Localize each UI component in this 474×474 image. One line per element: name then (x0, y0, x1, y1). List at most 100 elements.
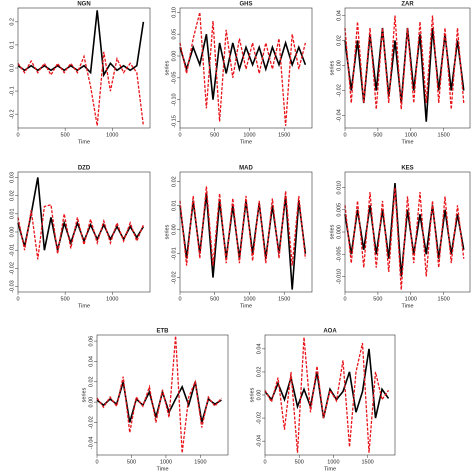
x-axis-label: Time (240, 139, 252, 145)
y-tick-label: 0.02 (336, 35, 342, 46)
y-tick-label: 0.01 (171, 200, 177, 211)
y-tick-label: 0.010 (336, 181, 342, 195)
y-tick-label: -0.02 (171, 271, 177, 284)
y-axis-label: series (329, 224, 335, 239)
y-tick-label: 0.10 (171, 7, 177, 18)
x-tick-label: 0 (178, 132, 181, 138)
plot-frame (17, 171, 151, 293)
y-tick-label: 0.04 (88, 356, 94, 367)
y-tick-label: -0.04 (88, 437, 94, 450)
panel: ETB 0 500 1000 1500 -0.04 -0.02 0.00 0.02 0.04 0.0… (81, 329, 229, 472)
panel: AOA 0 500 1000 1500 -0.04 -0.02 0.00 0.02 0.04 Tim… (249, 329, 396, 472)
x-tick-label: 1500 (362, 459, 374, 465)
y-tick-label: -0.10 (171, 93, 177, 106)
y-tick-label: -0.2 (9, 109, 15, 118)
x-axis-label: Time (401, 139, 413, 145)
x-tick-label: 500 (210, 296, 219, 302)
series-line (179, 12, 307, 126)
x-tick-label: 1000 (405, 132, 417, 138)
x-tick-label: 500 (61, 296, 70, 302)
series-line (344, 187, 465, 290)
y-tick-label: -0.04 (336, 109, 342, 122)
y-tick-label: 0.005 (336, 203, 342, 217)
x-tick-label: 1000 (327, 459, 339, 465)
x-tick-label: 1500 (278, 132, 290, 138)
plot-frame (179, 171, 313, 293)
x-tick-label: 0 (16, 132, 19, 138)
series-line (17, 177, 145, 251)
plot-frame (17, 7, 151, 129)
panel: KES 0 500 1000 1500 -0.010 -0.005 0.000 0.005 0.0… (329, 166, 471, 309)
y-axis-label: series (81, 387, 87, 402)
panel: ZAR 0 500 1000 1500 -0.04 -0.02 0.00 0.02 0.04 Tim… (329, 2, 471, 145)
y-tick-label: 0.00 (256, 390, 262, 401)
y-tick-label: 0.06 (88, 336, 94, 347)
plot-frame (344, 7, 471, 129)
y-tick-label: -0.02 (88, 416, 94, 429)
panel-title: GHS (239, 2, 252, 8)
y-tick-label: 0.00 (336, 60, 342, 71)
y-tick-label: -0.01 (171, 247, 177, 260)
y-tick-label: -0.05 (171, 72, 177, 85)
x-axis-label: Time (324, 466, 336, 472)
x-tick-label: 1000 (106, 296, 118, 302)
y-tick-label: -0.02 (256, 412, 262, 425)
x-tick-label: 1500 (194, 459, 206, 465)
plot-frame (264, 334, 396, 456)
y-axis-label: series (249, 387, 255, 402)
series-line (96, 381, 222, 423)
y-tick-label: 0.04 (256, 343, 262, 354)
x-tick-label: 0 (263, 459, 266, 465)
series-line (179, 193, 307, 290)
panel: GHS 0 500 1000 1500 -0.15 -0.10 -0.05 0.00 0.05 0.… (164, 2, 313, 145)
y-tick-label: 0.02 (9, 190, 15, 201)
y-tick-label: -0.005 (336, 246, 342, 262)
x-tick-label: 500 (127, 459, 136, 465)
series-line (344, 15, 465, 110)
y-tick-label: 0.00 (9, 227, 15, 238)
x-tick-label: 1500 (438, 296, 450, 302)
series-line (17, 10, 145, 78)
panel-title: NGN (77, 2, 90, 8)
y-tick-label: -0.15 (171, 115, 177, 128)
series-line (179, 34, 307, 100)
x-tick-label: 0 (343, 132, 346, 138)
y-tick-label: -0.02 (336, 84, 342, 97)
panel: NGN 0 500 1000 -0.2 -0.1 0.0 0.1 0.2 Time (9, 2, 151, 145)
x-tick-label: 1500 (278, 296, 290, 302)
y-tick-label: 0.000 (336, 225, 342, 239)
y-tick-label: 0.05 (171, 29, 177, 40)
panel-title: ETB (157, 329, 170, 335)
x-tick-label: 0 (178, 296, 181, 302)
plot-frame (96, 334, 229, 456)
y-axis-label: series (329, 60, 335, 75)
y-tick-label: 0.01 (9, 208, 15, 219)
x-tick-label: 1000 (243, 296, 255, 302)
series-line (96, 335, 222, 454)
series-line (264, 337, 390, 453)
x-tick-label: 500 (373, 132, 382, 138)
y-tick-label: -0.01 (9, 244, 15, 257)
x-axis-label: Time (78, 139, 90, 145)
y-tick-label: 0.02 (88, 376, 94, 387)
panel-title: AOA (323, 329, 337, 335)
series-line (17, 203, 145, 260)
x-tick-label: 1500 (438, 132, 450, 138)
plot-frame (179, 7, 313, 129)
x-tick-label: 500 (61, 132, 70, 138)
x-axis-label: Time (240, 303, 252, 309)
panel-title: KES (401, 166, 413, 172)
x-tick-label: 0 (16, 296, 19, 302)
y-axis-label: series (164, 60, 170, 75)
y-tick-label: 0.2 (9, 18, 15, 26)
x-tick-label: 0 (95, 459, 98, 465)
x-tick-label: 1000 (160, 459, 172, 465)
plot-frame (344, 171, 471, 293)
x-axis-label: Time (401, 303, 413, 309)
panel-title: DZD (78, 166, 91, 172)
y-tick-label: 0.03 (9, 172, 15, 183)
x-axis-label: Time (156, 466, 168, 472)
y-tick-label: -0.04 (256, 435, 262, 448)
x-tick-label: 0 (343, 296, 346, 302)
